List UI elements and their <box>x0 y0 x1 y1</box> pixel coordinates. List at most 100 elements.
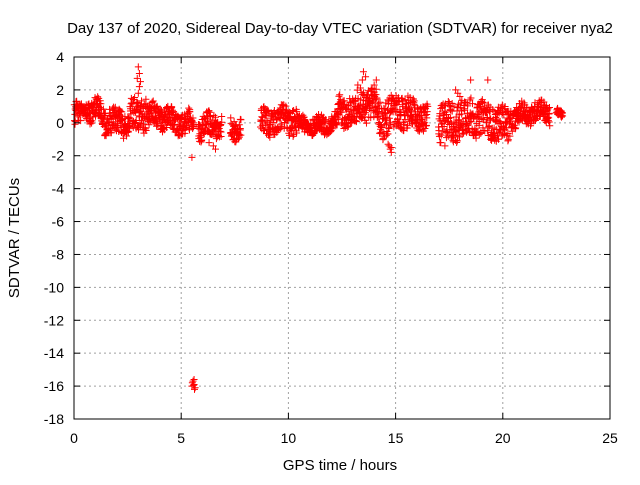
y-tick-label: -10 <box>44 279 64 295</box>
data-point <box>559 112 567 120</box>
y-tick-label: -8 <box>52 246 65 262</box>
data-point <box>435 132 443 140</box>
data-point <box>141 125 149 133</box>
data-point <box>135 69 143 77</box>
data-point <box>282 102 290 110</box>
data-point <box>329 125 337 133</box>
data-point <box>484 76 492 84</box>
y-tick-label: -12 <box>44 312 64 328</box>
data-point <box>118 108 126 116</box>
data-point <box>215 124 223 132</box>
data-point <box>77 117 85 125</box>
data-point <box>493 118 501 126</box>
data-point <box>474 113 482 121</box>
data-point <box>126 125 134 133</box>
data-point <box>216 127 224 135</box>
data-point <box>169 106 177 114</box>
x-tick-label: 15 <box>388 430 404 446</box>
data-point <box>478 114 486 122</box>
data-point <box>452 128 460 136</box>
y-tick-label: -2 <box>52 148 65 164</box>
data-point <box>544 113 552 121</box>
data-point <box>386 118 394 126</box>
y-tick-label: -6 <box>52 214 65 230</box>
data-point <box>466 96 474 104</box>
data-point <box>455 116 463 124</box>
y-tick-label: 0 <box>56 115 64 131</box>
data-point <box>453 137 461 145</box>
data-point <box>386 109 394 117</box>
data-point <box>343 120 351 128</box>
data-point <box>145 121 153 129</box>
data-point <box>472 134 480 142</box>
data-point <box>418 126 426 134</box>
data-point <box>444 117 452 125</box>
data-point <box>175 121 183 129</box>
data-point <box>495 135 503 143</box>
data-point <box>385 124 393 132</box>
x-axis-title: GPS time / hours <box>283 457 397 474</box>
data-point <box>483 127 491 135</box>
y-tick-label: -4 <box>52 181 65 197</box>
y-tick-label: 2 <box>56 82 64 98</box>
data-point <box>374 113 382 121</box>
data-point <box>335 92 343 100</box>
data-point <box>445 99 453 107</box>
data-point <box>135 83 143 91</box>
data-point <box>453 139 461 147</box>
x-tick-label: 20 <box>495 430 511 446</box>
y-axis-title: SDTVAR / TECUs <box>6 178 23 298</box>
data-point <box>156 105 164 113</box>
y-tick-label: -16 <box>44 378 64 394</box>
data-point <box>86 108 94 116</box>
data-point <box>515 118 523 126</box>
data-point <box>340 125 348 133</box>
data-point <box>440 123 448 131</box>
data-point <box>107 129 115 137</box>
data-point <box>379 135 387 143</box>
data-point <box>447 114 455 122</box>
data-point <box>410 97 418 105</box>
data-point <box>142 127 150 135</box>
data-point <box>218 118 226 126</box>
data-point <box>124 113 132 121</box>
data-point <box>384 130 392 138</box>
data-point <box>453 120 461 128</box>
data-point <box>441 142 449 150</box>
data-point <box>488 106 496 114</box>
data-point <box>387 144 395 151</box>
data-point <box>469 100 477 108</box>
data-point <box>106 105 114 113</box>
data-point <box>190 119 198 127</box>
ticks-layer: 420-2-4-6-8-10-12-14-16-180 5 10 15 20 25 <box>44 49 618 446</box>
data-point <box>137 116 145 124</box>
data-point <box>257 117 265 125</box>
x-tick-label: 5 <box>177 430 185 446</box>
data-point <box>189 377 197 385</box>
data-point <box>328 123 336 131</box>
data-point <box>517 103 525 111</box>
data-point <box>212 145 220 153</box>
data-point <box>512 124 520 132</box>
data-point <box>460 129 468 137</box>
data-point <box>134 63 142 71</box>
data-point <box>149 97 157 105</box>
data-point <box>544 105 552 113</box>
data-point <box>340 97 348 105</box>
data-point <box>198 137 206 145</box>
data-point <box>393 107 401 115</box>
data-point <box>96 97 104 105</box>
data-point <box>385 114 393 122</box>
data-point <box>441 107 449 115</box>
x-tick-label: 10 <box>281 430 297 446</box>
data-point <box>444 97 452 105</box>
data-point <box>190 381 198 389</box>
data-point <box>100 114 108 122</box>
data-point <box>437 131 445 139</box>
data-point <box>476 110 484 118</box>
data-point <box>111 103 119 111</box>
data-point <box>367 114 375 122</box>
data-point <box>237 116 245 124</box>
